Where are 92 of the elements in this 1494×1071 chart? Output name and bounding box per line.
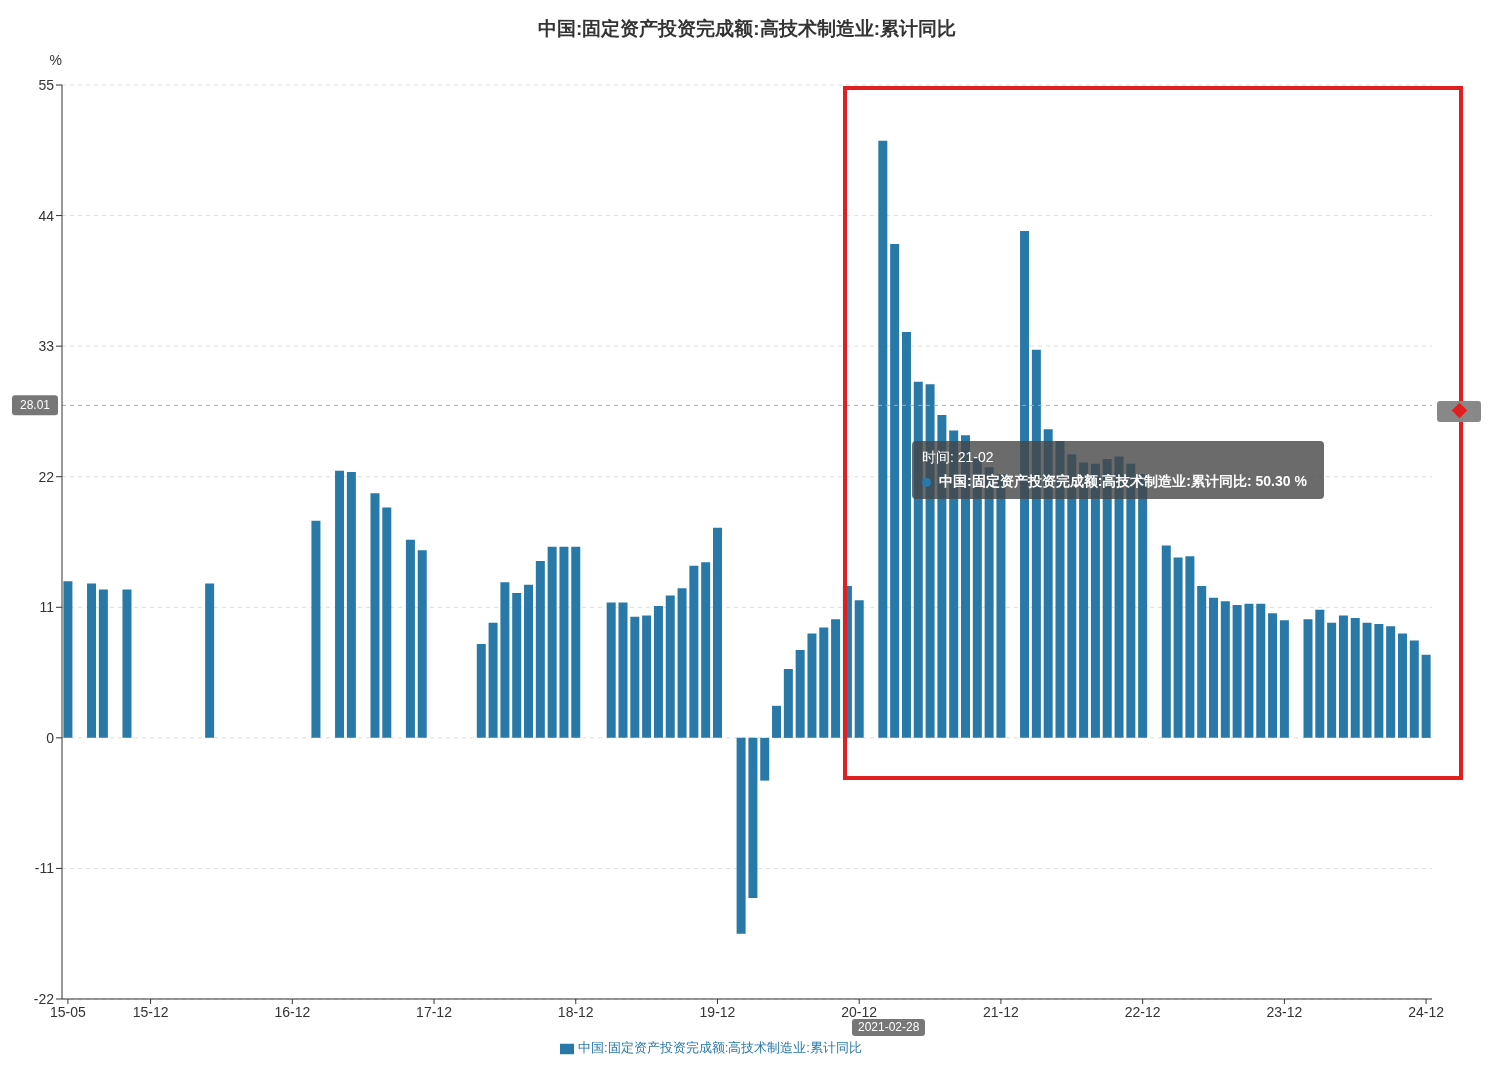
ref-line-label: 28.01 (19, 398, 51, 413)
bar (689, 565, 699, 738)
annotation: 中国:固定资产投资完成额:高技术制造业:累计同比: 50.30 % (939, 473, 1307, 491)
bar (831, 619, 841, 738)
bar (878, 140, 888, 738)
bar (1232, 604, 1242, 738)
y-axis-title: % (49, 51, 62, 68)
bar (335, 470, 345, 738)
bar (1197, 585, 1207, 738)
bar (346, 471, 356, 738)
bar (1374, 623, 1384, 738)
bar (1268, 613, 1278, 738)
bar (1397, 633, 1407, 738)
bar (370, 493, 380, 738)
x-tick-label: 23-12 (1266, 1004, 1303, 1020)
legend-label: 中国:固定资产投资完成额:高技术制造业:累计同比 (578, 1040, 862, 1055)
y-tick-label: 11 (39, 599, 55, 616)
bar (417, 550, 427, 738)
bar (535, 560, 545, 738)
bar (1173, 557, 1183, 738)
bar (405, 539, 415, 738)
bar (653, 606, 663, 738)
bar (1161, 545, 1171, 738)
x-tick-label: 16-12 (274, 1004, 311, 1020)
bar (901, 331, 911, 738)
bar (1256, 603, 1266, 738)
bar (677, 588, 687, 738)
bar (547, 546, 557, 738)
x-tick-label: 19-12 (699, 1004, 736, 1020)
bar (571, 546, 581, 738)
bar (1327, 622, 1337, 738)
bar (736, 737, 746, 934)
bar (512, 593, 522, 738)
bar (1409, 640, 1419, 738)
x-tick-label: 22-12 (1124, 1004, 1161, 1020)
x-tick-label: 24-12 (1408, 1004, 1445, 1020)
bar (1350, 617, 1360, 738)
bar (63, 581, 73, 738)
bar (1209, 597, 1219, 738)
bar (98, 589, 108, 738)
bar (488, 622, 498, 738)
bar (890, 244, 900, 738)
bar (701, 562, 711, 738)
bar (559, 546, 569, 738)
bar (500, 582, 510, 738)
y-tick-label: -22 (33, 990, 55, 1007)
y-tick-label: 55 (38, 76, 55, 93)
x-tick-label: 18-12 (557, 1004, 594, 1020)
bar (783, 669, 793, 738)
annotation: 时间: 21-02 (922, 449, 995, 467)
bar (665, 595, 675, 738)
bar (772, 705, 782, 738)
bar (618, 602, 628, 738)
bar (524, 584, 534, 738)
bar (1279, 620, 1289, 738)
bar (1315, 609, 1325, 738)
bar (1338, 615, 1348, 738)
text: 2021-02-28 (852, 1019, 926, 1036)
bar (311, 520, 321, 738)
bar (1185, 556, 1195, 738)
bar (1421, 654, 1431, 738)
bar (854, 600, 864, 738)
y-tick-label: 22 (38, 468, 55, 485)
x-tick-label: 15-05 (50, 1004, 87, 1020)
x-tick-label: 21-12 (983, 1004, 1020, 1020)
bar (205, 583, 215, 738)
bar (606, 602, 616, 738)
bar (642, 615, 652, 738)
bar (87, 583, 97, 738)
bar (807, 633, 817, 738)
y-tick-label: 0 (46, 729, 55, 746)
y-tick-label: 33 (38, 338, 55, 355)
bar (476, 644, 486, 738)
bar (1220, 601, 1230, 738)
bar (630, 616, 640, 738)
bar (1362, 622, 1372, 738)
x-tick-label: 20-12 (841, 1004, 878, 1020)
bar (712, 527, 722, 738)
y-tick-label: -11 (34, 860, 55, 877)
bar (819, 627, 829, 738)
bar (1386, 626, 1396, 738)
bar (795, 650, 805, 738)
x-tick-label: 15-12 (132, 1004, 169, 1020)
chart-title: 中国:固定资产投资完成额:高技术制造业:累计同比 (537, 17, 957, 41)
y-tick-label: 44 (38, 207, 55, 224)
bar (760, 737, 770, 781)
bar (122, 589, 132, 738)
bar (1244, 603, 1254, 738)
bar (748, 737, 758, 899)
bar (1303, 619, 1313, 738)
x-tick-label: 17-12 (416, 1004, 453, 1020)
bar (382, 507, 392, 738)
